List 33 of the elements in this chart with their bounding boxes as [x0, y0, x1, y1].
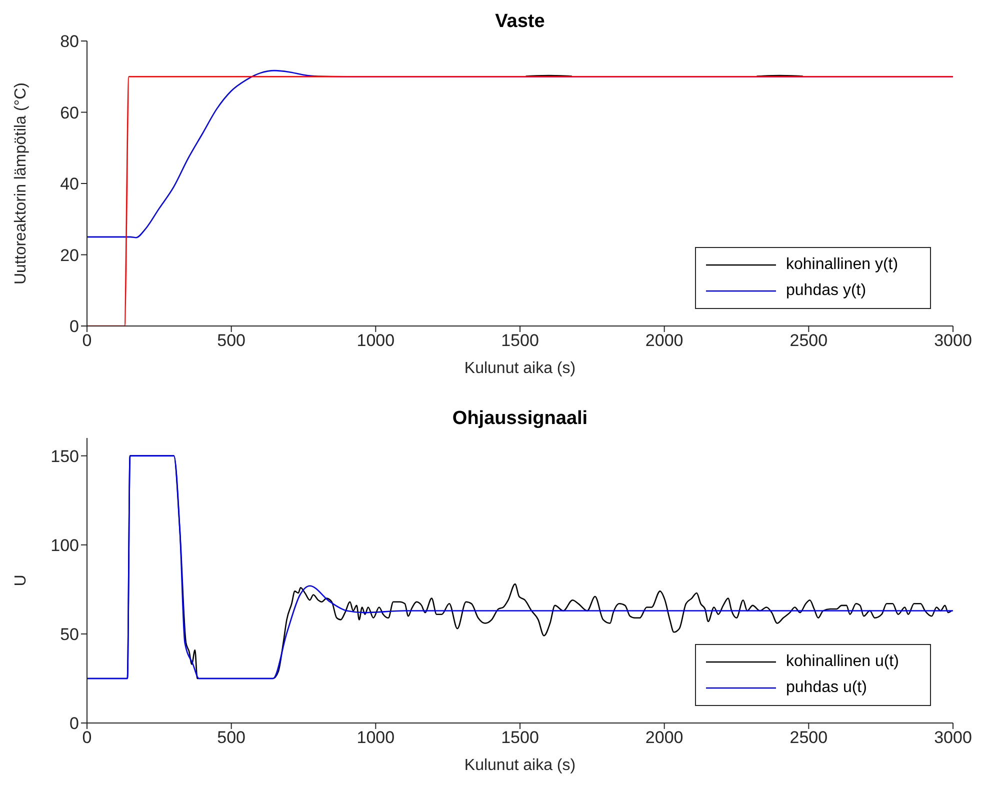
y-tick-label: 80: [60, 32, 79, 52]
x-tick-label: 2500: [790, 331, 828, 350]
x-tick-label: 1500: [501, 728, 539, 748]
x-tick-label: 3000: [934, 728, 972, 748]
legend-label: puhdas u(t): [786, 678, 867, 698]
x-tick-label: 2000: [645, 331, 684, 350]
chart-title: Ohjaussignaali: [451, 408, 589, 430]
x-tick-label: 3000: [934, 331, 972, 350]
x-tick-label: 2000: [645, 728, 684, 748]
y-tick-label: 20: [60, 246, 79, 265]
x-tick-label: 500: [217, 728, 246, 748]
y-axis-title: Uuttoreaktorin lämpötila (°C): [12, 82, 30, 285]
y-tick-label: 60: [60, 103, 79, 122]
x-tick-label: 2500: [790, 728, 828, 748]
x-tick-label: 0: [82, 331, 92, 350]
x-tick-label: 1000: [356, 728, 395, 748]
chart-title: Vaste: [494, 11, 546, 33]
y-tick-label: 0: [70, 317, 79, 336]
y-tick-label: 0: [70, 714, 79, 734]
y-tick-label: 150: [50, 446, 79, 466]
y-tick-label: 40: [60, 174, 79, 194]
x-axis-title: Kulunut aika (s): [463, 360, 577, 378]
legend-label: puhdas y(t): [786, 281, 866, 301]
x-tick-label: 0: [82, 728, 92, 748]
x-tick-label: 1500: [501, 331, 539, 350]
y-axis-title: U: [12, 574, 30, 586]
x-axis-title: Kulunut aika (s): [463, 757, 577, 775]
x-tick-label: 1000: [356, 331, 395, 350]
legend-label: kohinallinen y(t): [786, 255, 898, 275]
y-tick-label: 100: [50, 536, 79, 555]
y-tick-label: 50: [60, 624, 79, 644]
x-tick-label: 500: [217, 331, 246, 350]
legend-label: kohinallinen u(t): [786, 652, 899, 672]
